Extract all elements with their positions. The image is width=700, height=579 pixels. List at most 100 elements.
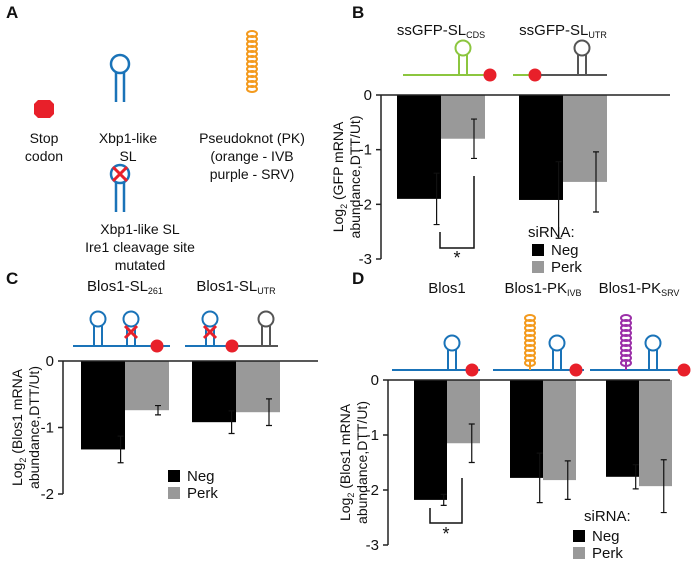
bar [441, 95, 485, 139]
y-label-part: Log [330, 209, 346, 232]
hairpin-loop [257, 310, 275, 328]
hairpin-loop [89, 310, 107, 328]
category-subscript: UTR [588, 30, 607, 40]
hairpin-loop [201, 310, 219, 328]
hairpin [93, 326, 103, 346]
error-bar [440, 493, 447, 506]
error-bar [660, 459, 667, 514]
y-tick-label: 0 [364, 87, 372, 104]
hairpin-icon [109, 53, 131, 212]
error-bar [228, 410, 235, 435]
y-label-part: Log [337, 498, 353, 521]
y-tick-label: 0 [46, 353, 54, 370]
legend-label: Perk [592, 545, 623, 562]
bar [236, 361, 280, 413]
bar [81, 361, 125, 450]
error-bar [117, 435, 124, 464]
category-label: Blos1-SL261 [87, 278, 163, 296]
y-label-sub: 2 [339, 204, 349, 209]
error-bar [433, 172, 440, 226]
legend-swatch [573, 547, 585, 559]
mutation-mark [123, 324, 139, 340]
legend-swatch [168, 470, 180, 482]
bar [519, 95, 563, 200]
hairpin-loop [454, 39, 472, 57]
mutation-mark [202, 324, 218, 340]
legend-label: Neg [551, 242, 579, 259]
panel-label: B [352, 3, 364, 22]
hairpin [648, 350, 658, 370]
legend-text: mutated [115, 257, 166, 273]
category-name: Blos1-SL [196, 278, 257, 295]
category-name: ssGFP-SL [519, 22, 588, 39]
legend-label: Neg [592, 528, 620, 545]
significance-star: * [442, 524, 449, 544]
mutation-mark [111, 165, 129, 183]
legend-label: Neg [187, 468, 215, 485]
category-label: Blos1 [428, 280, 466, 297]
stop-codon [528, 68, 542, 82]
category-subscript: CDS [466, 30, 485, 40]
y-tick-label: -1 [366, 427, 379, 444]
y-axis-label: abundance,DTT/Ut) [354, 401, 370, 524]
y-axis-label: Log2 (Blos1 mRNA [9, 368, 28, 486]
legend-text: Ire1 cleavage site [85, 239, 195, 255]
y-label-part: (Blos1 mRNA [9, 368, 25, 457]
hairpin-loop [644, 334, 662, 352]
bar [125, 361, 169, 411]
hairpin-loop [122, 310, 140, 328]
y-axis-label: abundance,DTT/Ut) [26, 366, 42, 489]
legend-text: codon [25, 148, 63, 164]
bar [563, 95, 607, 182]
y-tick-label: -2 [366, 482, 379, 499]
error-bar [266, 398, 272, 427]
error-bar [632, 464, 639, 490]
legend-text: (orange - IVB [210, 148, 293, 164]
category-label: ssGFP-SLUTR [519, 22, 607, 40]
legend-text: Xbp1-like SL [100, 221, 180, 237]
hairpin-loop [548, 334, 566, 352]
category-name: Blos1-PK [599, 280, 662, 297]
category-label: Blos1-SLUTR [196, 278, 276, 296]
legend-label: Perk [187, 485, 218, 502]
y-tick-label: 0 [371, 372, 379, 389]
stop-codon [677, 363, 691, 377]
hairpin-loop [443, 334, 461, 352]
category-name: Blos1 [428, 280, 466, 297]
legend-text: SL [119, 148, 136, 164]
panel-label: D [352, 269, 364, 288]
category-subscript: UTR [257, 286, 276, 296]
legend-label: Perk [551, 259, 582, 276]
y-label-sub: 2 [346, 493, 356, 498]
stop-codon [225, 339, 239, 353]
pseudoknot-icon [246, 30, 258, 93]
legend-title: siRNA: [528, 224, 575, 241]
y-axis-label: Log2 (GFP mRNA [330, 121, 349, 232]
bar [510, 380, 543, 478]
pseudoknot [524, 314, 536, 367]
legend-text: Xbp1-like [99, 130, 158, 146]
hairpin [577, 55, 587, 75]
category-subscript: SRV [661, 288, 679, 298]
category-name: Blos1-PK [504, 280, 567, 297]
legend-title: siRNA: [584, 508, 631, 525]
category-subscript: 261 [148, 286, 163, 296]
error-bar [155, 404, 161, 416]
bar [447, 380, 480, 444]
error-bar [593, 151, 599, 213]
bar [639, 380, 672, 487]
legend-swatch [532, 244, 544, 256]
hairpin [552, 350, 562, 370]
significance-star: * [453, 248, 460, 268]
legend-swatch [573, 530, 585, 542]
category-label: Blos1-PKIVB [504, 280, 581, 298]
y-label-sub: 2 [18, 458, 28, 463]
error-bar [536, 452, 543, 504]
bar [414, 380, 447, 500]
legend-text: purple - SRV) [210, 166, 295, 182]
legend-text: Pseudoknot (PK) [199, 130, 305, 146]
stop-codon [483, 68, 497, 82]
stop-codon-icon [34, 100, 54, 118]
bar [543, 380, 576, 481]
